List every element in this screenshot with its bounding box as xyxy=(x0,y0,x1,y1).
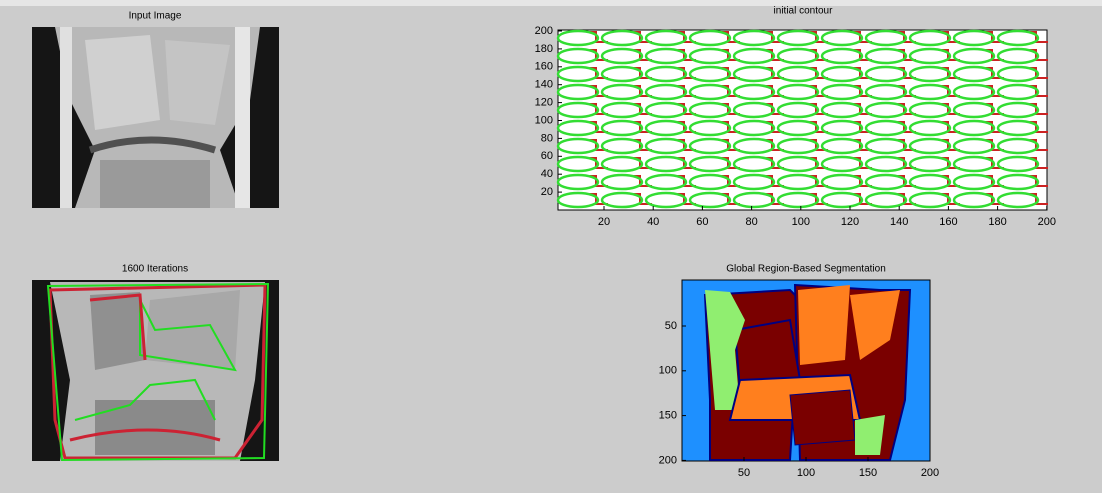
y-tick-label: 120 xyxy=(535,97,553,109)
y-tick-label: 50 xyxy=(665,320,677,332)
x-tick-label: 200 xyxy=(921,467,939,479)
x-tick-label: 150 xyxy=(859,467,877,479)
y-tick-label: 100 xyxy=(659,365,677,377)
x-tick-label: 40 xyxy=(647,216,659,228)
y-tick-label: 80 xyxy=(541,132,553,144)
panel-title: Global Region-Based Segmentation xyxy=(726,264,886,275)
iterations-image xyxy=(32,280,279,461)
x-tick-label: 100 xyxy=(797,467,815,479)
initial-contour-axes xyxy=(558,30,1048,210)
panel-title: 1600 Iterations xyxy=(122,264,188,275)
y-tick-label: 180 xyxy=(535,43,553,55)
figure-window: Input Image initial contour 1600 Iterati… xyxy=(0,0,1102,493)
panel-title: initial contour xyxy=(774,6,834,17)
x-tick-label: 20 xyxy=(598,216,610,228)
y-tick-label: 140 xyxy=(535,79,553,91)
x-tick-label: 50 xyxy=(738,467,750,479)
x-tick-label: 160 xyxy=(939,216,957,228)
x-tick-label: 200 xyxy=(1038,216,1056,228)
input-image xyxy=(32,27,279,208)
panel-title: Input Image xyxy=(129,11,182,22)
x-tick-label: 60 xyxy=(696,216,708,228)
x-tick-label: 120 xyxy=(841,216,859,228)
x-tick-label: 80 xyxy=(745,216,757,228)
x-tick-label: 140 xyxy=(890,216,908,228)
x-tick-label: 180 xyxy=(988,216,1006,228)
y-tick-label: 60 xyxy=(541,150,553,162)
y-tick-label: 200 xyxy=(535,25,553,37)
y-tick-label: 160 xyxy=(535,61,553,73)
y-tick-label: 40 xyxy=(541,168,553,180)
y-tick-label: 20 xyxy=(541,186,553,198)
y-tick-label: 150 xyxy=(659,410,677,422)
segmentation-axes xyxy=(682,280,930,461)
window-edge xyxy=(0,0,1102,6)
y-tick-label: 200 xyxy=(659,454,677,466)
x-tick-label: 100 xyxy=(792,216,810,228)
y-tick-label: 100 xyxy=(535,114,553,126)
